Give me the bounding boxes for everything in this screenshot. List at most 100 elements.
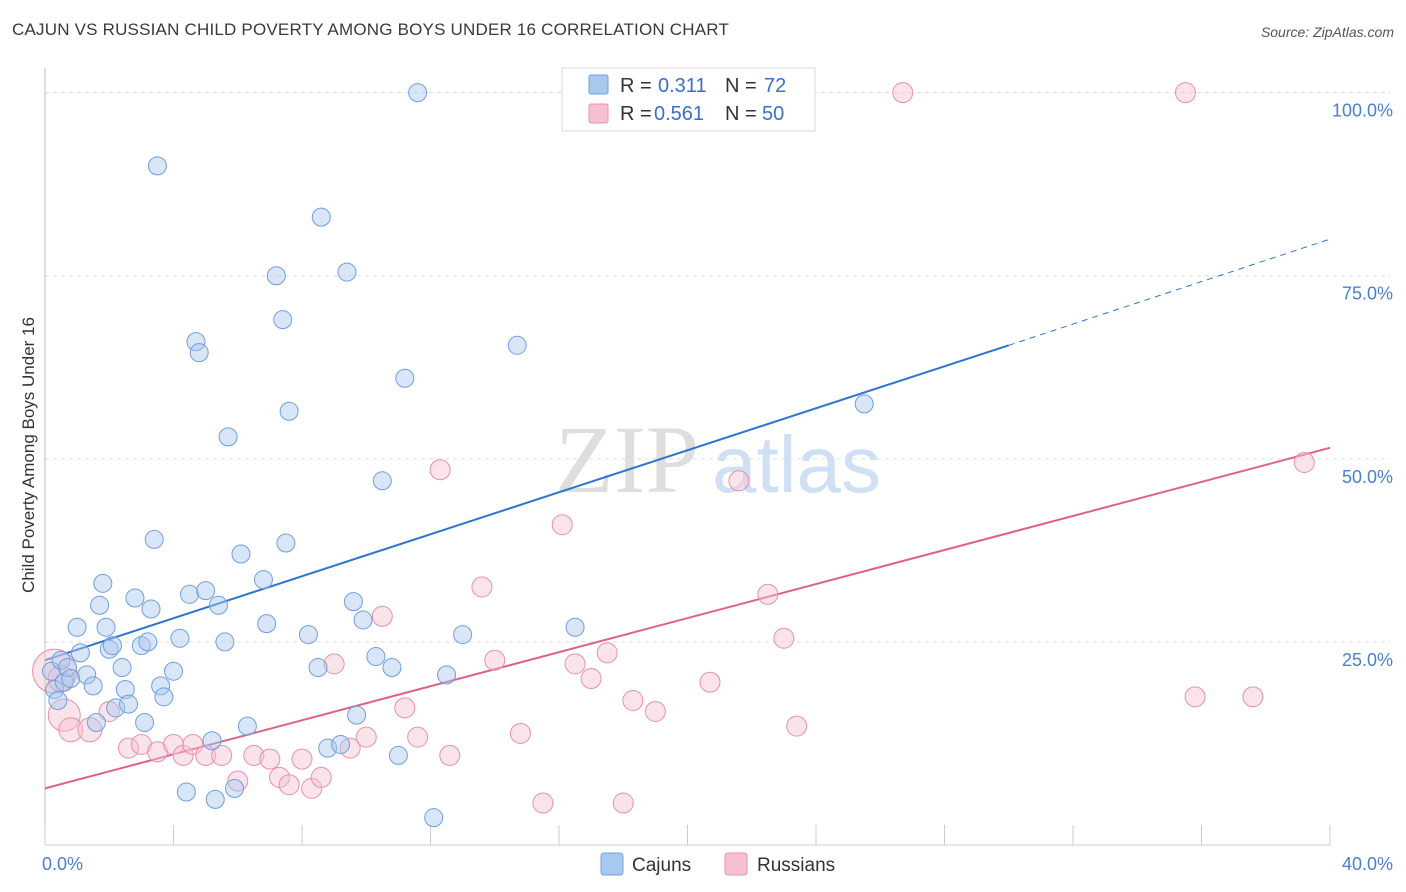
cajuns-point <box>257 614 277 634</box>
watermark-atlas: atlas <box>712 420 881 509</box>
russians-point <box>580 668 602 690</box>
cajuns-point <box>565 617 585 637</box>
russians-point <box>1174 82 1196 104</box>
cajuns-point <box>154 687 174 707</box>
cajuns-point <box>279 401 299 421</box>
cajuns-point <box>86 712 106 732</box>
cajuns-point <box>135 712 155 732</box>
russians-point <box>47 698 81 732</box>
russians-point <box>532 792 554 814</box>
cajuns-point <box>41 661 61 681</box>
cajuns-point <box>225 778 245 798</box>
cajuns-point <box>388 745 408 765</box>
data-points <box>32 82 1315 828</box>
cajuns-point <box>144 529 164 549</box>
russians-point <box>1184 686 1206 708</box>
cajuns-point <box>45 680 65 700</box>
russians-point <box>786 715 808 737</box>
russians-point <box>728 470 750 492</box>
cajuns-point <box>170 628 190 648</box>
russians-point <box>243 744 265 766</box>
russians-point <box>564 653 586 675</box>
cajuns-point <box>308 658 328 678</box>
cajuns-point <box>189 343 209 363</box>
russians-point <box>699 671 721 693</box>
cajuns-point <box>395 368 415 388</box>
cajuns-point <box>311 207 331 227</box>
chart-title: CAJUN VS RUSSIAN CHILD POVERTY AMONG BOY… <box>12 20 730 39</box>
cajuns-point <box>202 731 222 751</box>
cajuns-point <box>218 427 238 447</box>
russians-point <box>355 726 377 748</box>
russians-point <box>195 744 217 766</box>
cajuns-point <box>180 584 200 604</box>
russians-point <box>551 514 573 536</box>
cajuns-point <box>408 83 428 103</box>
watermark-zip: ZIP <box>555 406 699 513</box>
russians-point <box>439 744 461 766</box>
cajuns-point <box>353 610 373 630</box>
cajuns-point <box>93 573 113 593</box>
russians-point <box>773 627 795 649</box>
cajuns-point <box>48 691 68 710</box>
russians-point <box>259 748 281 770</box>
cajuns-point <box>102 636 122 656</box>
cajuns-point <box>372 471 392 491</box>
cajuns-point <box>99 639 119 659</box>
cajuns-point <box>253 570 273 590</box>
cajuns-point <box>208 595 228 615</box>
x-tick-label: 40.0% <box>1342 854 1393 874</box>
russians-point <box>1242 686 1264 708</box>
russians-point <box>211 744 233 766</box>
russians-trend-line <box>44 446 1331 790</box>
cajuns-point <box>205 789 225 809</box>
cajuns-point <box>119 694 139 714</box>
y-tick-label: 75.0% <box>1342 284 1393 304</box>
cajuns-point <box>276 533 296 553</box>
cajuns-point <box>96 617 116 637</box>
cajuns-point <box>337 262 357 282</box>
legend-box: R = 0.311 N = 72 R = 0.561 N = 50 <box>561 67 816 132</box>
cajuns-point <box>298 625 318 645</box>
cajuns-point <box>51 650 71 670</box>
x-tick-label: 0.0% <box>42 854 83 874</box>
cajuns-point <box>437 665 457 685</box>
cajuns-point <box>151 676 171 696</box>
cajuns-point <box>854 394 874 414</box>
russians-point <box>278 774 300 796</box>
cajuns-point <box>347 705 367 725</box>
cajuns-point <box>331 734 351 754</box>
cajuns-point <box>164 661 183 681</box>
cajuns-point <box>366 647 386 667</box>
russians-point <box>892 82 914 104</box>
cajuns-point <box>115 680 135 700</box>
russians-point <box>118 737 140 759</box>
legend-r-value-cajuns: 0.311 <box>658 75 707 97</box>
cajuns-point <box>507 335 527 355</box>
cajuns-point <box>215 632 235 652</box>
series-legend-swatch-cajuns <box>600 852 624 876</box>
cajuns-point <box>57 658 77 678</box>
russians-point <box>371 605 393 627</box>
cajuns-point <box>231 544 251 564</box>
russians-point <box>429 459 451 481</box>
cajuns-point <box>382 658 402 678</box>
trend-lines <box>44 238 1331 790</box>
cajuns-point <box>318 738 338 758</box>
cajuns-point <box>83 676 103 696</box>
cajuns-point <box>125 588 145 608</box>
cajuns-point <box>186 332 206 352</box>
cajuns-point <box>138 632 158 652</box>
y-axis-label: Child Poverty Among Boys Under 16 <box>19 317 38 593</box>
russians-point <box>407 726 429 748</box>
cajuns-trend-line <box>44 344 1010 662</box>
legend-r-value-russians: 0.561 <box>654 103 704 125</box>
cajuns-point <box>343 592 363 612</box>
russians-point <box>310 766 332 788</box>
source-credit: Source: ZipAtlas.com <box>1260 24 1394 40</box>
cajuns-point <box>70 643 90 663</box>
russians-point <box>596 642 618 664</box>
cajuns-point <box>176 782 196 802</box>
series-legend-swatch-russians <box>724 852 748 876</box>
cajuns-trend-extension <box>1008 238 1331 346</box>
